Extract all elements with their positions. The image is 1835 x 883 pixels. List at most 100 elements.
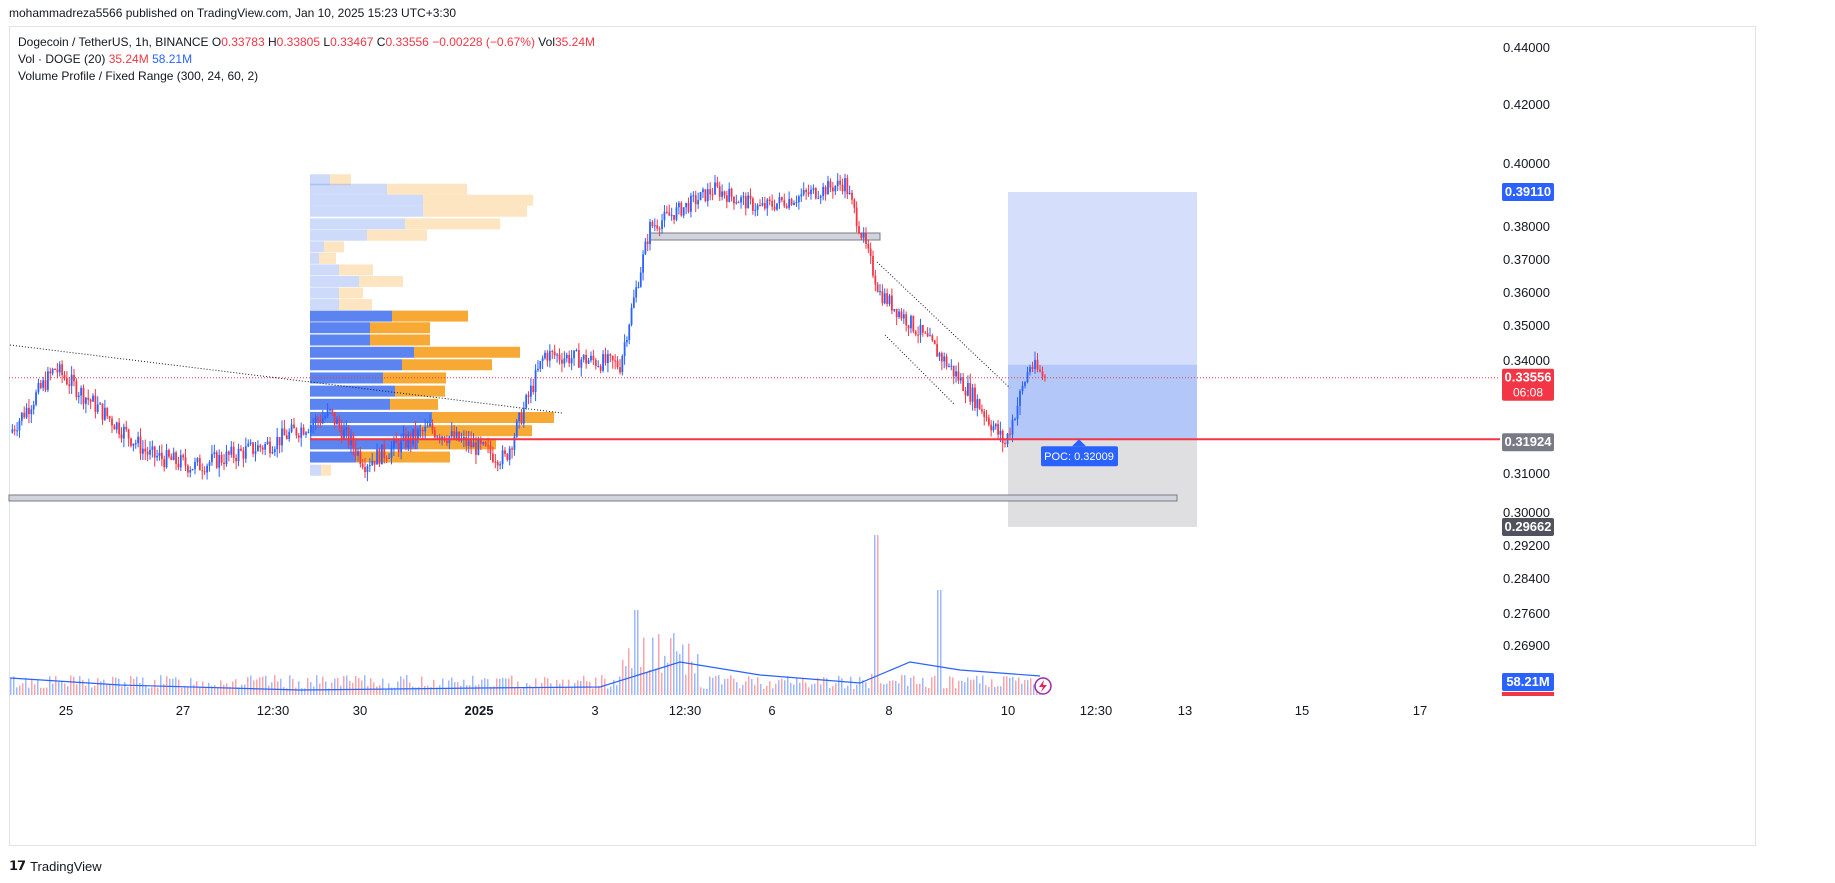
vp-up-bar [310,229,367,241]
candles [11,173,1046,482]
candle-body [754,209,757,211]
volume-bar [571,687,573,695]
volume-bar [742,685,744,695]
chart-frame[interactable] [9,26,1756,846]
legend-symbol-row[interactable]: Dogecoin / TetherUS, 1h, BINANCE O0.3378… [18,34,595,51]
volume-bar [325,681,327,695]
volume-bar [316,675,318,695]
candle-body [992,426,995,431]
candle-body [551,351,554,353]
candle-body [191,469,194,471]
candle-body [343,429,345,440]
candle-body [788,199,791,208]
volume-bar [964,682,966,695]
candle-body [179,455,182,468]
volume-bar [289,675,291,695]
candle-body [974,387,976,409]
volume-bar [661,672,663,695]
candle-body [718,186,721,197]
price-tick-label: 0.30000 [1503,505,1550,520]
poc-label-arrow [1072,439,1086,447]
candle-body [611,355,614,361]
volume-bar [196,681,198,695]
vol-label: Vol [538,35,555,49]
candle-body [548,351,551,361]
volume-bar [304,688,306,695]
candle-body [89,399,92,402]
candle-body [819,196,822,198]
volume-bar [628,648,630,695]
volume-bar [844,688,846,695]
candle-body [395,439,398,444]
volume-bar [766,685,768,695]
candle-body [623,342,626,357]
candle-body [626,339,628,343]
candle-body [25,407,28,418]
candle-body [561,359,563,364]
volume-bar [595,677,597,695]
vp-down-bar [359,275,403,287]
vp-up-bar [310,385,395,397]
candle-body [810,189,812,195]
candle-body [829,181,832,188]
candle-body [895,308,898,318]
candle-body [160,452,163,460]
volume-bar [445,687,447,695]
candle-body [619,367,621,373]
candle-body [950,365,953,367]
candle-body [257,445,259,452]
candle-body [628,324,631,340]
volume-bar [133,679,135,695]
candle-body [1019,391,1021,406]
candle-body [380,444,383,465]
candle-body [716,182,719,187]
vp-up-bar [310,322,370,334]
candle-body [35,392,37,405]
time-tick-label: 2025 [465,703,494,718]
price-tick-label: 0.29200 [1503,538,1550,553]
volume-bar [622,659,624,695]
volume-bar [916,683,918,695]
volume-bar [679,653,681,695]
candle-body [680,202,683,216]
candle-body [539,361,542,369]
close-label: C [376,35,386,49]
candle-body [484,442,487,446]
candle-body [768,199,771,202]
candle-body [1031,367,1034,369]
volume-bar [340,685,342,695]
candle-body [580,359,583,368]
candle-body [653,225,656,227]
candle-body [1034,359,1036,369]
candle-body [211,454,213,463]
volume-bar [688,643,690,695]
volume-bar [619,676,621,695]
volume-bar [859,676,861,695]
candle-body [867,244,870,249]
volume-bar [199,687,201,695]
legend-volume-row[interactable]: Vol · DOGE (20) 35.24M 58.21M [18,51,595,68]
candle-body [879,291,881,293]
tradingview-brand[interactable]: 𝟭𝟳 TradingView [9,858,102,874]
candle-body [462,436,465,439]
legend-vp-row[interactable]: Volume Profile / Fixed Range (300, 24, 6… [18,68,595,85]
volume-bar [694,673,696,695]
candle-body [314,417,317,423]
candle-body [56,369,59,373]
volume-bar [910,677,912,695]
volume-bar [280,678,282,695]
volume-bar [592,688,594,695]
candle-body [971,387,974,402]
candle-body [812,188,815,190]
volume-bar [700,687,702,695]
volume-bar [31,679,33,695]
volume-bar [610,686,612,695]
candle-body [58,364,61,373]
candle-body [283,428,286,436]
candle-body [111,418,113,426]
vp-down-bar [324,241,344,253]
volume-bar [235,679,237,695]
candle-body [931,335,934,341]
